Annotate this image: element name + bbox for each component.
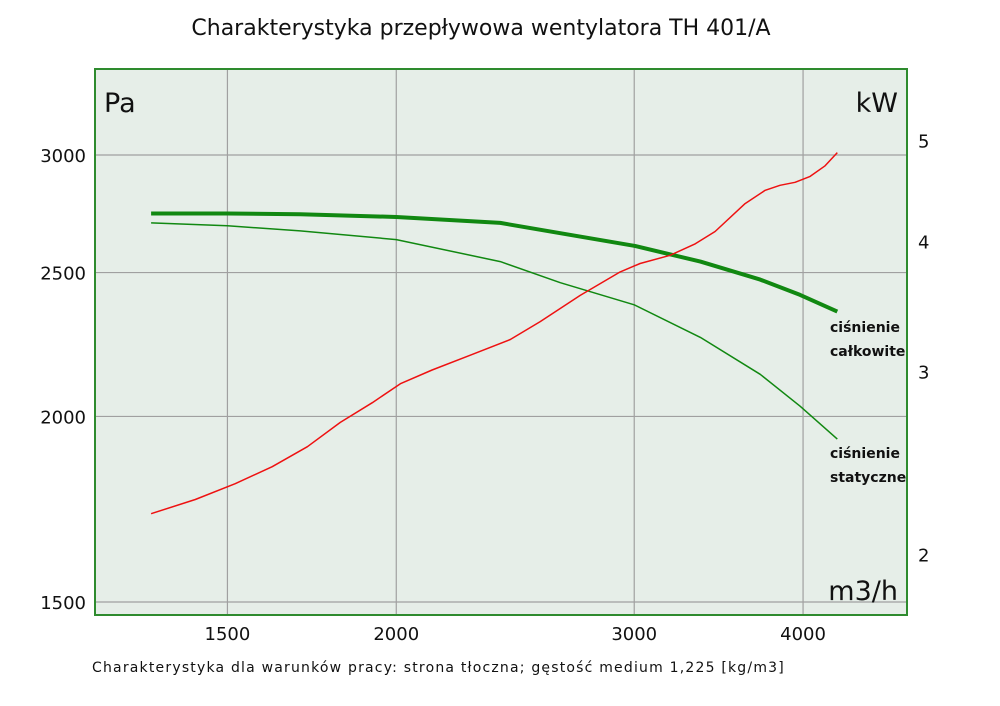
plot-area (95, 69, 907, 615)
x-tick-label: 2000 (373, 624, 419, 645)
series-label: statyczne (830, 470, 906, 486)
y-tick-label: 3000 (40, 146, 86, 167)
series-label: ciśnienie (830, 320, 900, 336)
y2-tick-label: 2 (918, 546, 929, 567)
series-line-total-pressure (151, 211, 839, 314)
series-label: całkowite (830, 344, 905, 360)
x-tick-label: 1500 (205, 624, 251, 645)
x-tick-label: 3000 (611, 624, 657, 645)
series-label: ciśnienie (830, 446, 900, 462)
y2-tick-label: 5 (918, 132, 929, 153)
series-line-static-pressure (151, 222, 838, 440)
x-tick-label: 4000 (780, 624, 826, 645)
y2-axis-label: kW (856, 88, 898, 119)
x-axis-label: m3/h (828, 576, 898, 607)
chart-footnote: Charakterystyka dla warunków pracy: stro… (92, 660, 785, 676)
plot-border (94, 68, 908, 616)
chart-title: Charakterystyka przepływowa wentylatora … (191, 16, 771, 41)
y-axis-label: Pa (104, 88, 136, 119)
y-tick-label: 2500 (40, 264, 86, 285)
y-tick-label: 2000 (40, 407, 86, 428)
y-tick-label: 1500 (40, 593, 86, 614)
series-line-power (150, 152, 838, 515)
y2-tick-label: 3 (918, 362, 929, 383)
y2-tick-label: 4 (918, 233, 929, 254)
